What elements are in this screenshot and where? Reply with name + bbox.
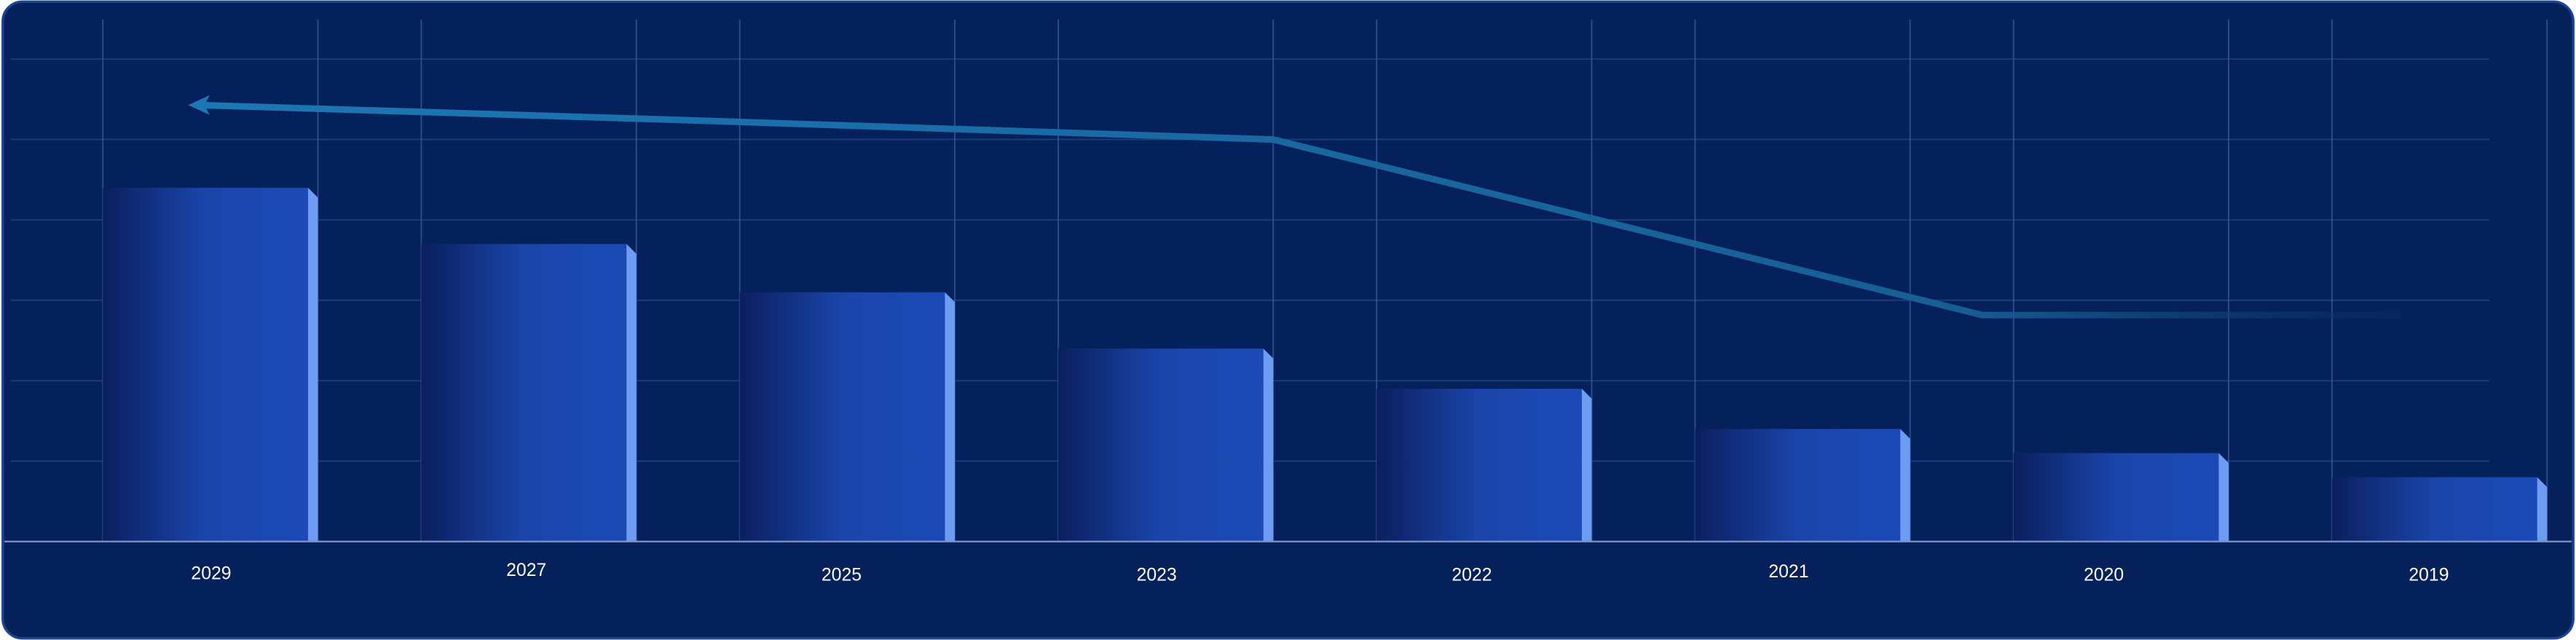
bar [1695,429,1901,542]
x-tick-label: 2023 [1137,566,1177,585]
trend-line [197,101,2401,319]
bar [2331,477,2537,542]
x-tick-label: 2027 [506,561,546,580]
x-tick-label: 2021 [1768,562,1808,582]
bar-side [945,292,955,542]
x-tick-label: 2020 [2084,566,2124,585]
bar [103,187,308,542]
bar [2013,453,2219,542]
bar [421,244,627,542]
x-tick-label: 2029 [191,564,231,583]
bar [739,292,945,542]
bar-side [626,244,637,542]
x-tick-label: 2022 [1452,566,1492,585]
bar [1057,348,1264,542]
x-tick-label: 2019 [2408,566,2449,585]
x-tick-label: 2025 [822,566,862,585]
bar-side [1900,429,1910,542]
bar [1376,388,1582,542]
bar-side [1581,388,1592,542]
bars [103,187,2548,542]
bar-side [2218,453,2229,542]
bar-side [1263,348,1274,542]
trend-arrow-head [188,95,210,115]
bar-side [307,187,318,542]
bar-side [2537,477,2548,542]
